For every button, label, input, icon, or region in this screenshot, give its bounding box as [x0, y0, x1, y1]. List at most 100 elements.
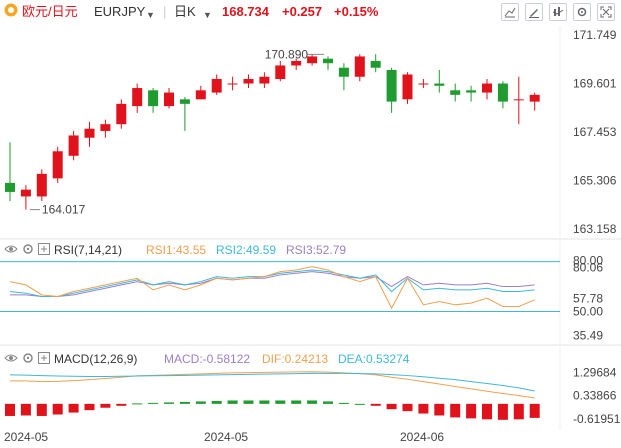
chevron-down-icon[interactable]: ▼ [146, 10, 155, 20]
rsi1-value: RSI1:43.55 [146, 243, 207, 257]
expand-icon[interactable] [38, 352, 50, 367]
last-price: 168.734 [222, 4, 269, 19]
date-axis-label: 2024-05 [4, 430, 48, 444]
candle-body [338, 67, 349, 77]
indicator-icon[interactable] [549, 3, 567, 21]
candle-body [370, 60, 381, 68]
eye-icon[interactable] [4, 243, 18, 258]
period-selector[interactable]: 日K [174, 4, 196, 19]
candle-body [529, 94, 540, 102]
macd-bar [211, 400, 222, 404]
macd-bar [20, 403, 31, 416]
dea-line [9, 372, 535, 392]
candle-body [513, 99, 524, 101]
macd-bar [148, 402, 159, 404]
macd-bar [132, 403, 143, 405]
macd-bar [179, 401, 190, 404]
rsi-axis-label: 57.78 [573, 292, 603, 306]
macd-bar [275, 400, 286, 404]
price-change-pct: +0.15% [334, 4, 379, 19]
divider: | [163, 4, 167, 19]
candle-body [211, 79, 222, 93]
rsi-axis-label: 50.00 [573, 304, 603, 318]
macd-bar [434, 403, 445, 416]
macd-bar [36, 403, 47, 416]
macd-axis-label: -0.61951 [573, 412, 621, 426]
macd-bar [513, 403, 524, 420]
candle-body [227, 83, 238, 85]
candle-body [148, 90, 159, 107]
rsi-axis-label: 80.06 [573, 260, 603, 274]
macd-bar [84, 403, 95, 411]
price-change: +0.257 [282, 4, 323, 19]
gear-icon[interactable] [22, 352, 34, 367]
macd-bar [466, 403, 477, 419]
macd-bar [354, 403, 365, 405]
candle-body [323, 58, 333, 64]
price-axis-label: 171.749 [573, 28, 617, 42]
candle-body [84, 128, 95, 138]
candle-body [497, 83, 508, 102]
candle-body [386, 69, 397, 102]
candle-body [434, 83, 445, 86]
candle-body [291, 60, 302, 66]
price-axis-label: 163.158 [573, 222, 617, 236]
candle-body [418, 83, 429, 85]
macd-name: MACD(12,26,9) [54, 352, 138, 366]
macd-bar [52, 403, 63, 415]
date-axis-label: 2024-06 [400, 430, 444, 444]
price-axis-label: 169.601 [573, 77, 617, 91]
macd-bar [243, 400, 254, 404]
pair-name-cn[interactable]: 欧元/日元 [22, 4, 78, 19]
candle-body [259, 76, 270, 84]
macd-value: MACD:-0.58122 [164, 352, 251, 366]
candle-body [164, 92, 174, 107]
eye-icon[interactable] [4, 352, 18, 367]
macd-bar [402, 403, 413, 412]
draw-icon[interactable] [525, 3, 543, 21]
macd-bar [529, 403, 540, 418]
rsi-axis-label: 35.49 [573, 329, 603, 343]
macd-bar [323, 401, 333, 404]
candle-body [52, 151, 63, 179]
candle-body [179, 99, 190, 104]
candle-body [275, 65, 286, 80]
header-bar: 欧元/日元 EURJPY ▼ | 日K ▼ 168.734 +0.257 +0.… [0, 0, 621, 24]
low-annotation: 164.017 [42, 203, 86, 217]
macd-bar [259, 400, 270, 404]
pair-code[interactable]: EURJPY [94, 4, 146, 19]
settings-icon[interactable] [573, 3, 591, 21]
macd-bar [5, 403, 15, 416]
macd-axis-label: 1.29684 [573, 365, 617, 379]
rsi2-line [9, 269, 535, 298]
rsi-name: RSI(7,14,21) [54, 243, 123, 257]
dea-value: DEA:0.53274 [338, 352, 410, 366]
macd-bar [307, 400, 318, 404]
macd-bar [164, 402, 174, 404]
candle-body [354, 56, 365, 77]
rsi1-line [9, 266, 535, 310]
rsi-axis-label: 80.00 [573, 254, 603, 268]
candle-body [243, 79, 254, 84]
candle-body [307, 56, 318, 64]
macd-bar [386, 403, 397, 410]
macd-bar [370, 403, 381, 406]
date-axis-label: 2024-05 [204, 430, 248, 444]
chevron-down-icon[interactable]: ▼ [203, 10, 212, 20]
price-axis-label: 167.453 [573, 125, 617, 139]
macd-axis-label: 0.33866 [573, 389, 617, 403]
candle-body [20, 189, 31, 197]
candle-body [450, 90, 461, 95]
expand-icon[interactable] [38, 243, 50, 258]
gear-icon[interactable] [22, 243, 34, 258]
macd-bar [100, 403, 111, 408]
macd-bar [195, 401, 206, 404]
price-axis-label: 165.306 [573, 173, 617, 187]
macd-bar [450, 403, 461, 418]
macd-bar [291, 400, 302, 404]
fullscreen-icon[interactable] [597, 3, 615, 21]
lines-icon[interactable] [501, 3, 519, 21]
macd-bar [227, 400, 238, 404]
rsi3-line [10, 271, 535, 298]
